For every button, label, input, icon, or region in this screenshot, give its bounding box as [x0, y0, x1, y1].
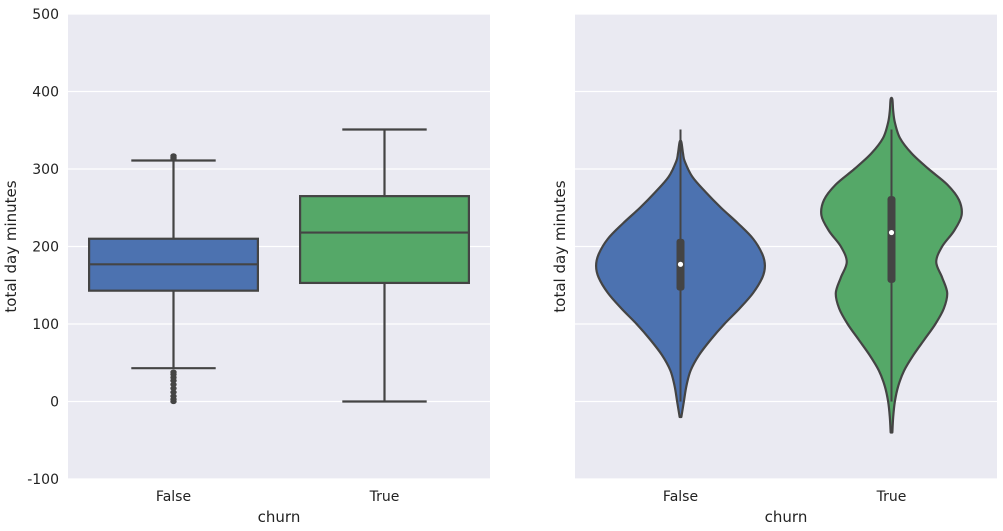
y-tick-label: 500 — [32, 7, 59, 23]
outlier-point — [170, 153, 177, 159]
y-tick-label: 0 — [50, 395, 59, 411]
box-true — [299, 128, 471, 403]
boxplot-panel: -100 0 100 200 300 400 500 False True churn total … — [2, 7, 490, 526]
violinplot-panel: False True churn total day minutes — [551, 13, 997, 526]
box-false — [87, 153, 260, 405]
y-tick-label: 200 — [32, 240, 59, 256]
outlier-point — [170, 369, 177, 375]
violin-median-point — [888, 229, 895, 236]
outlier-point — [170, 393, 177, 399]
violin-iqr-box — [887, 196, 896, 283]
violin-true — [820, 96, 963, 434]
x-axis-label: churn — [258, 508, 301, 526]
box-body — [299, 195, 471, 285]
x-axis-label: churn — [765, 508, 808, 526]
x-tick-label: False — [156, 489, 191, 505]
y-tick-label: 300 — [32, 162, 59, 178]
violin-median-point — [677, 261, 684, 267]
x-tick-label: True — [876, 489, 907, 505]
outlier-point — [170, 389, 177, 395]
outlier-point — [170, 381, 177, 388]
x-tick-label: True — [369, 489, 400, 505]
y-tick-label: -100 — [27, 472, 59, 488]
y-axis-label: total day minutes — [551, 180, 569, 312]
y-tick-label: 100 — [32, 317, 59, 333]
outlier-point — [170, 385, 177, 391]
violin-false — [595, 129, 766, 419]
y-axis-label: total day minutes — [2, 180, 20, 312]
y-tick-label: 400 — [32, 85, 59, 101]
x-tick-label: False — [663, 489, 698, 505]
